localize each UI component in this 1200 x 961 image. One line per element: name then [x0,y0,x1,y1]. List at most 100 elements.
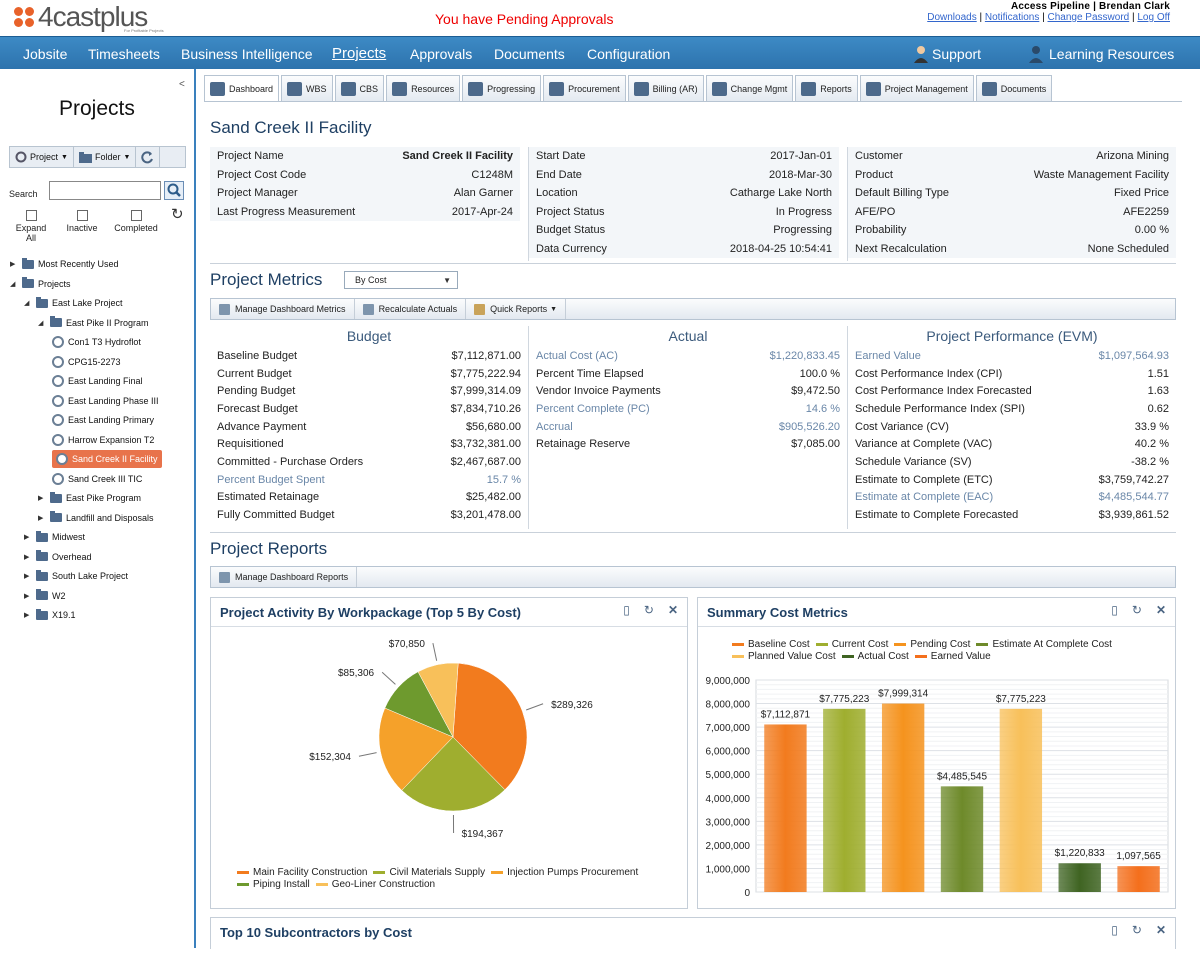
quick-reports-button[interactable]: Quick Reports ▼ [466,299,567,319]
tree-item[interactable]: ▶ South Lake Project [24,567,128,585]
tab-project-management[interactable]: Project Management [859,75,974,101]
tree-item[interactable]: Sand Creek II Facility [52,450,162,468]
tree-item[interactable]: ▶ Most Recently Used [10,255,119,273]
refresh-tree-button[interactable] [136,147,161,167]
tab-resources[interactable]: Resources [386,75,461,101]
metric-row[interactable]: Actual Cost (AC) $1,220,833.45 [529,347,847,365]
collapse-sidebar-button[interactable]: < [179,79,185,90]
legend-item[interactable]: Actual Cost [841,651,909,662]
nav-timesheets[interactable]: Timesheets [88,46,160,62]
legend-item[interactable]: Piping Install [237,879,310,890]
completed-checkbox[interactable]: Completed [110,210,162,233]
tree-toggle-icon[interactable]: ▶ [38,514,44,522]
refresh-icon[interactable]: ↻ [1131,923,1142,937]
tree-toggle-icon[interactable]: ▶ [24,534,30,541]
legend-item[interactable]: Main Facility Construction [237,867,367,878]
tree-toggle-icon[interactable]: ▶ [24,573,30,580]
search-button[interactable] [164,181,184,200]
tab-progressing[interactable]: Progressing [462,75,542,101]
export-icon[interactable]: ▯ [623,603,630,617]
tree-toggle-icon[interactable]: ▶ [10,261,16,268]
tab-dashboard[interactable]: Dashboard [204,75,280,101]
tab-documents[interactable]: Documents [975,75,1053,101]
pending-approvals-alert[interactable]: You have Pending Approvals [435,11,614,27]
legend-item[interactable]: Current Cost [815,639,888,650]
metric-row[interactable]: Percent Budget Spent 15.7 % [210,471,528,489]
metric-row[interactable]: Earned Value $1,097,564.93 [848,347,1176,365]
tab-cbs[interactable]: CBS [334,75,385,101]
tree-toggle-icon[interactable]: ◢ [24,300,30,307]
tree-item[interactable]: ◢ East Pike II Program [38,314,149,332]
legend-item[interactable]: Estimate At Complete Cost [976,639,1112,650]
tree-item[interactable]: East Landing Primary [52,411,154,429]
tree-toggle-icon[interactable]: ▶ [24,592,30,600]
tree-item[interactable]: Sand Creek III TIC [52,470,142,488]
pie-slice[interactable] [417,662,459,738]
change-password-link[interactable]: Change Password [1047,12,1130,23]
bar[interactable] [881,703,925,892]
metric-row[interactable]: Accrual $905,526.20 [529,418,847,436]
metric-row[interactable]: Estimate at Complete (EAC) $4,485,544.77 [848,489,1176,507]
pie-slice[interactable] [401,736,506,812]
bar[interactable] [823,708,866,892]
tree-item[interactable]: Con1 T3 Hydroflot [52,333,141,351]
nav-configuration[interactable]: Configuration [587,46,671,62]
bar[interactable] [1058,863,1101,892]
tab-procurement[interactable]: Procurement [543,75,626,101]
pie-slice[interactable] [452,662,528,791]
nav-business-intelligence[interactable]: Business Intelligence [181,46,313,62]
tree-item[interactable]: ▶ Landfill and Disposals [38,509,154,527]
project-search-input[interactable] [49,181,161,200]
close-icon[interactable]: ✕ [1155,603,1166,617]
nav-support[interactable]: Support [932,46,982,62]
tree-item[interactable]: ◢ Projects [10,275,71,293]
bar[interactable] [940,786,984,892]
tree-toggle-icon[interactable]: ▶ [24,553,30,561]
tree-item[interactable]: ▶ East Pike Program [38,489,141,507]
metric-row[interactable]: Percent Complete (PC) 14.6 % [529,400,847,418]
tab-change-mgmt[interactable]: Change Mgmt [705,75,794,101]
tree-toggle-icon[interactable]: ◢ [38,319,44,327]
legend-item[interactable]: Baseline Cost [732,639,810,650]
tab-billing-ar[interactable]: Billing (AR) [627,75,704,101]
brand-logo[interactable]: 4castplus [14,3,148,31]
tree-item[interactable]: ▶ X19.1 [24,606,76,624]
tree-item[interactable]: ▶ W2 [24,587,66,605]
tree-item[interactable]: East Landing Final [52,372,143,390]
tree-item[interactable]: East Landing Phase III [52,392,159,410]
nav-approvals[interactable]: Approvals [410,46,473,62]
expand-all-checkbox[interactable]: Expand All [13,210,49,243]
export-icon[interactable]: ▯ [1111,923,1118,937]
folder-menu-button[interactable]: Folder ▼ [74,147,137,167]
metrics-mode-select[interactable]: By Cost ▼ [344,271,458,289]
legend-item[interactable]: Earned Value [914,651,991,662]
bar[interactable] [999,708,1043,892]
tree-item[interactable]: ▶ Overhead [24,548,92,566]
downloads-link[interactable]: Downloads [927,12,977,23]
manage-dashboard-reports-button[interactable]: Manage Dashboard Reports [211,567,358,587]
close-icon[interactable]: ✕ [667,603,678,617]
bar[interactable] [1117,866,1160,892]
legend-item[interactable]: Injection Pumps Procurement [491,867,638,878]
recalculate-actuals-button[interactable]: Recalculate Actuals [355,299,467,319]
tree-item[interactable]: ◢ East Lake Project [24,294,123,312]
manage-dashboard-metrics-button[interactable]: Manage Dashboard Metrics [211,299,355,319]
project-menu-button[interactable]: Project ▼ [10,147,74,167]
refresh-icon[interactable]: ↻ [643,603,654,617]
legend-item[interactable]: Pending Cost [894,639,970,650]
tree-item[interactable]: CPG15-2273 [52,353,121,371]
refresh-icon[interactable]: ↻ [1131,603,1142,617]
nav-documents[interactable]: Documents [494,46,565,62]
legend-item[interactable]: Geo-Liner Construction [315,879,435,890]
nav-jobsite[interactable]: Jobsite [23,46,68,62]
tree-toggle-icon[interactable]: ▶ [24,612,30,619]
tree-toggle-icon[interactable]: ▶ [38,495,44,502]
tree-item[interactable]: ▶ Midwest [24,528,85,546]
legend-item[interactable]: Civil Materials Supply [373,867,485,878]
bar[interactable] [764,724,807,892]
pie-slice[interactable] [378,707,454,791]
legend-item[interactable]: Planned Value Cost [732,651,836,662]
log-off-link[interactable]: Log Off [1137,12,1170,23]
tab-reports[interactable]: Reports [795,75,858,101]
inactive-checkbox[interactable]: Inactive [64,210,100,233]
